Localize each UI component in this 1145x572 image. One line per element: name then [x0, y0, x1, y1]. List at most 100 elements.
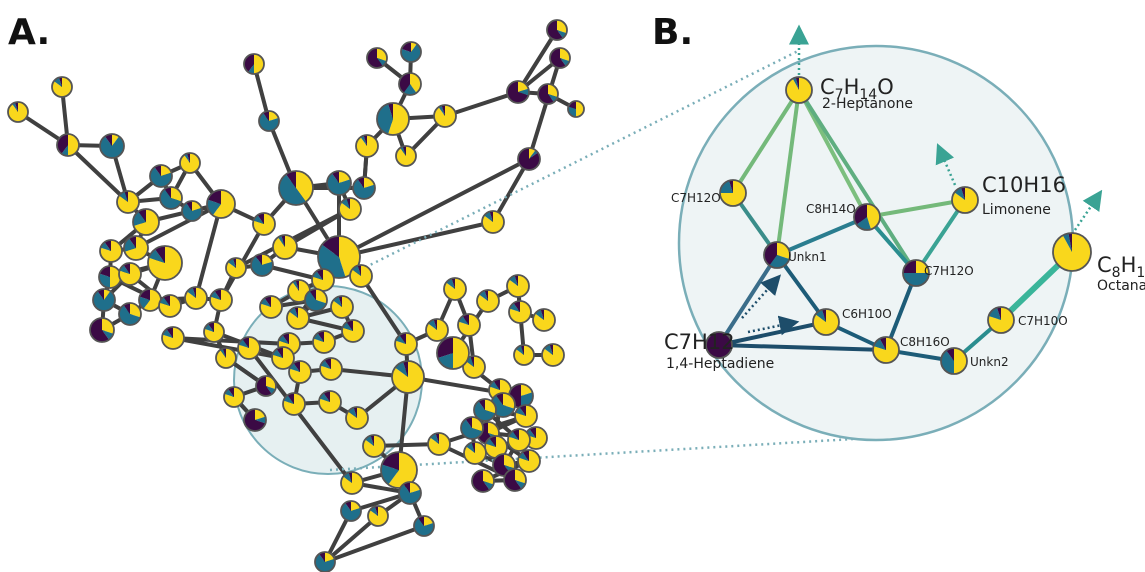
network-a-node — [118, 262, 142, 286]
node-heptanone — [785, 76, 813, 104]
network-a-node — [314, 551, 336, 572]
network-a-node — [318, 390, 342, 414]
label-limonene-name: Limonene — [982, 202, 1051, 218]
network-a-node — [118, 302, 142, 326]
network-a-node — [394, 332, 418, 356]
node-octanal — [1052, 232, 1092, 272]
label-octanal-formula: C8H16O — [1097, 253, 1145, 281]
network-a-node — [99, 239, 123, 263]
network-a-node — [272, 234, 298, 260]
network-a-node — [345, 406, 369, 430]
node-c8h16o — [872, 336, 900, 364]
label-c8h14o: C8H14O — [806, 202, 856, 216]
network-a-node — [400, 41, 422, 63]
network-a-node — [473, 398, 497, 422]
edge-heptanone-unkn1 — [775, 88, 801, 257]
node-c6h10o — [812, 308, 840, 336]
network-a-node — [513, 344, 535, 366]
network-a-node — [206, 189, 236, 219]
label-heptanone-name: 2-Heptanone — [822, 96, 913, 112]
network-a-node — [508, 300, 532, 324]
label-unkn2: Unkn2 — [970, 355, 1009, 369]
network-a-edge — [323, 514, 380, 564]
network-a-node — [243, 53, 265, 75]
network-a-node — [398, 72, 422, 96]
network-a-node — [271, 346, 295, 370]
network-a-node — [51, 76, 73, 98]
network-a-node — [567, 100, 585, 118]
edge-heptanone-c7h12o_b — [797, 88, 918, 275]
node-unkn2 — [940, 347, 968, 375]
network-a-node — [506, 274, 530, 298]
network-a-node — [311, 268, 335, 292]
network-a-edge — [359, 274, 408, 346]
edge-heptanone-c7h12o_a — [731, 88, 801, 195]
arrow-limonene — [935, 143, 957, 186]
edge-heptadiene-c6h10o — [717, 320, 828, 347]
label-heptadiene-name: 1,4-Heptadiene — [666, 356, 774, 372]
network-a-node — [132, 208, 160, 236]
network-a-node — [123, 235, 149, 261]
network-a-node — [537, 83, 559, 105]
network-a-node — [514, 404, 538, 428]
network-a-node — [341, 319, 365, 343]
network-a-node — [462, 355, 486, 379]
network-a-node — [89, 317, 115, 343]
node-c7h12o_a — [719, 179, 747, 207]
network-a-node — [460, 416, 484, 440]
network-a-edge — [66, 143, 130, 204]
network-a-node — [376, 102, 410, 136]
label-c7h10o: C7H10O — [1018, 314, 1068, 328]
network-a-node — [225, 257, 247, 279]
network-a-node — [517, 449, 541, 473]
label-unkn1: Unkn1 — [788, 250, 827, 264]
network-a-edge — [443, 90, 520, 118]
network-a-node — [541, 343, 565, 367]
network-a-node — [252, 212, 276, 236]
node-c7h12o_b — [902, 259, 930, 287]
network-a-edge — [194, 202, 223, 300]
network-a-node — [463, 441, 487, 465]
network-a-node — [149, 164, 173, 188]
network-a-node — [179, 152, 201, 174]
edge-unkn1-heptadiene — [717, 253, 779, 347]
network-a-node — [413, 515, 435, 537]
network-a-node — [158, 294, 182, 318]
network-a-node — [250, 253, 274, 277]
network-a-node — [517, 147, 541, 171]
network-a-node — [476, 289, 500, 313]
network-a-node — [507, 428, 531, 452]
network-a-node — [433, 104, 457, 128]
network-a-node — [98, 265, 122, 289]
network-b-edges — [717, 88, 1075, 363]
network-a-node — [481, 210, 505, 234]
network-a-node — [147, 245, 183, 281]
network-a-edge — [247, 346, 354, 485]
network-a-node — [355, 134, 379, 158]
reaction-arrows — [741, 24, 1103, 336]
network-a-node — [92, 288, 116, 312]
network-a-node — [161, 326, 185, 350]
network-a-node — [503, 468, 527, 492]
network-a-node — [326, 170, 352, 196]
label-c7h12o-b: C7H12O — [924, 264, 974, 278]
network-a-node — [436, 336, 470, 370]
network-a-node — [490, 392, 516, 418]
network-a-node — [99, 133, 125, 159]
network-a-node — [312, 330, 336, 354]
network-a-node — [138, 288, 162, 312]
label-octanal-name: Octanal — [1097, 278, 1145, 294]
label-c8h16o: C8H16O — [900, 335, 950, 349]
node-unkn1 — [763, 241, 791, 269]
panel-b-label: B. — [652, 12, 693, 53]
node-heptadiene — [705, 331, 733, 359]
network-a-node — [471, 469, 495, 493]
network-a-node — [443, 277, 467, 301]
network-a-edge — [527, 56, 562, 161]
network-a-node — [532, 308, 556, 332]
network-a-edge — [516, 28, 559, 94]
arrow-heptadiene-up — [741, 274, 782, 319]
network-a-node — [223, 386, 245, 408]
network-a-edge — [134, 202, 223, 250]
